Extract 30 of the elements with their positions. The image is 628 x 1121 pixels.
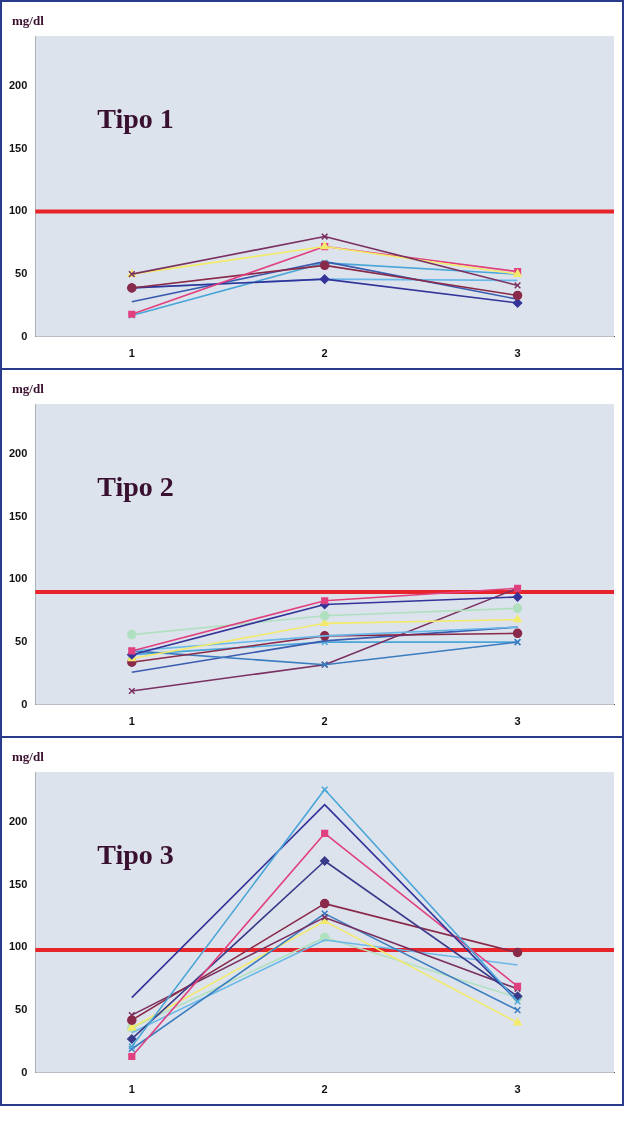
y-tick-label: 150	[8, 509, 28, 522]
y-axis-title: mg/dl	[12, 12, 45, 28]
x-tick-label: 3	[514, 715, 521, 728]
text: Tipo 3	[97, 839, 174, 870]
y-axis-title: mg/dl	[12, 748, 45, 764]
x-tick-label: 1	[128, 715, 135, 728]
text: Tipo 2	[97, 471, 174, 502]
x-tick-label: 2	[321, 715, 328, 728]
x-tick-label: 3	[514, 1083, 521, 1096]
y-tick-label: 200	[8, 815, 28, 828]
y-tick-label: 50	[15, 635, 28, 648]
x-tick-label: 1	[128, 347, 135, 360]
y-tick-label: 0	[21, 1065, 28, 1078]
y-tick-label: 150	[8, 141, 28, 154]
x-tick-label: 3	[514, 347, 521, 360]
y-tick-label: 100	[8, 940, 28, 953]
x-tick-label: 2	[321, 347, 328, 360]
y-tick-label: 100	[8, 204, 28, 217]
y-axis-title: mg/dl	[12, 380, 45, 396]
text: Tipo 1	[97, 103, 174, 134]
y-tick-label: 200	[8, 447, 28, 460]
y-tick-label: 0	[21, 329, 28, 342]
x-tick-label: 1	[128, 1083, 135, 1096]
y-tick-label: 0	[21, 697, 28, 710]
y-tick-label: 150	[8, 877, 28, 890]
y-tick-label: 200	[8, 79, 28, 92]
y-tick-label: 50	[15, 267, 28, 280]
y-tick-label: 100	[8, 572, 28, 585]
y-tick-label: 50	[15, 1003, 28, 1016]
x-tick-label: 2	[321, 1083, 328, 1096]
